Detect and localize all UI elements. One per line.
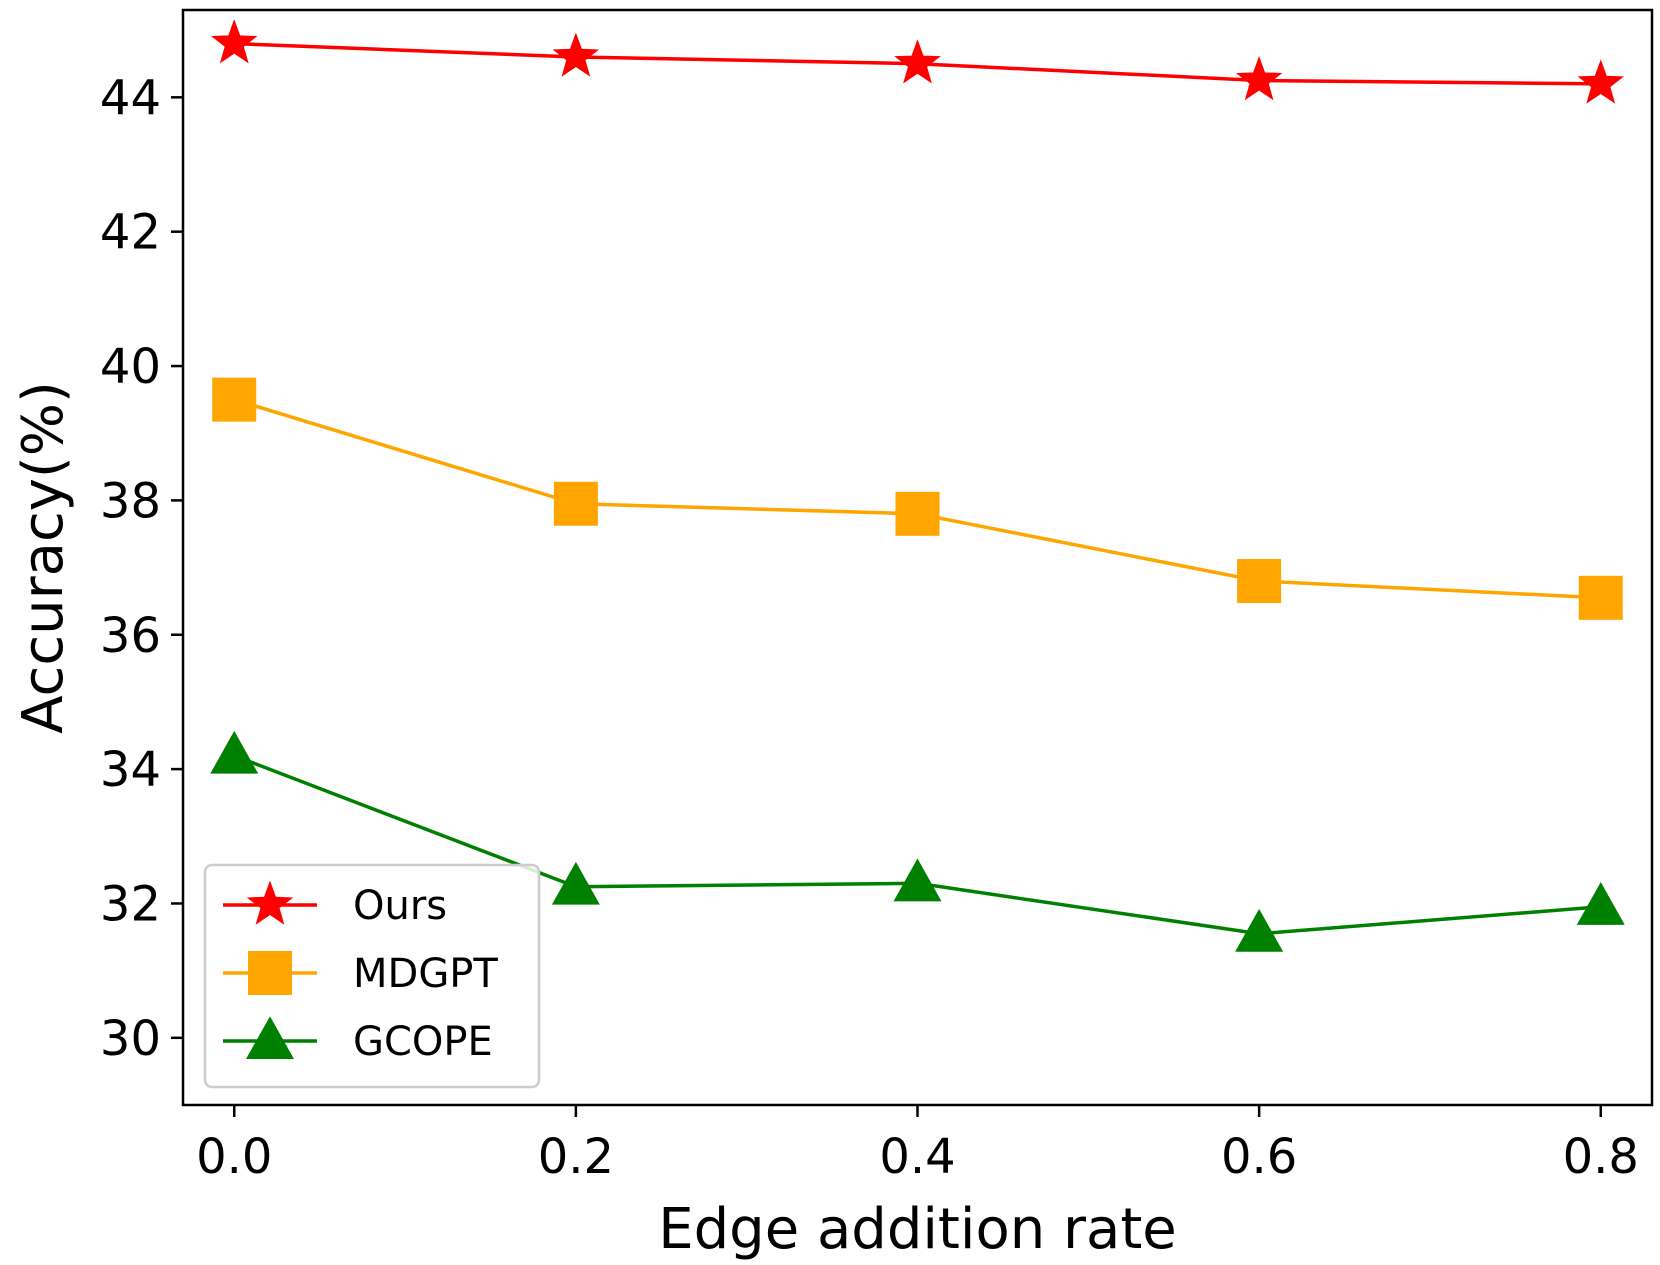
series-markers xyxy=(210,19,1625,952)
data-point-gcope xyxy=(893,858,942,902)
legend-marker xyxy=(248,951,292,995)
data-point-mdgpt xyxy=(895,491,940,536)
legend-box xyxy=(203,863,541,1089)
y-tick-label: 30 xyxy=(100,1011,161,1067)
y-axis-title: Accuracy(%) xyxy=(11,381,76,734)
y-tick-label: 32 xyxy=(100,876,161,932)
y-tick-label: 40 xyxy=(100,339,161,395)
data-point-ours xyxy=(211,19,258,64)
y-tick-label: 34 xyxy=(100,742,161,798)
y-tick-label: 36 xyxy=(100,608,161,664)
x-tick-label: 0.0 xyxy=(196,1129,272,1185)
legend-label: MDGPT xyxy=(353,951,498,997)
legend: Ours MDGPT GCOPE xyxy=(203,863,541,1089)
data-point-gcope xyxy=(210,730,259,774)
y-axis-ticks: 30 32 34 36 38 40 42 44 xyxy=(100,70,183,1067)
x-tick-label: 0.4 xyxy=(879,1129,955,1185)
x-tick-label: 0.2 xyxy=(538,1129,614,1185)
legend-label: Ours xyxy=(353,883,447,929)
x-axis-title: Edge addition rate xyxy=(658,1197,1177,1262)
legend-marker xyxy=(246,880,294,925)
x-tick-label: 0.8 xyxy=(1563,1129,1639,1185)
x-axis-ticks: 0.0 0.2 0.4 0.6 0.8 xyxy=(196,1105,1639,1185)
legend-marker xyxy=(246,1016,294,1059)
legend-label: GCOPE xyxy=(353,1019,493,1065)
x-tick-label: 0.6 xyxy=(1221,1129,1297,1185)
y-tick-label: 42 xyxy=(100,205,161,261)
y-tick-label: 38 xyxy=(100,473,161,529)
data-point-ours xyxy=(1577,59,1624,104)
data-point-ours xyxy=(552,32,600,77)
data-point-mdgpt xyxy=(212,377,257,422)
data-point-ours xyxy=(1235,56,1283,101)
data-point-mdgpt xyxy=(1578,575,1623,620)
data-point-gcope xyxy=(1235,908,1284,952)
series-lines xyxy=(233,41,1601,936)
y-tick-label: 44 xyxy=(100,70,161,126)
data-point-gcope xyxy=(1576,882,1625,925)
data-point-mdgpt xyxy=(1237,559,1282,604)
data-point-ours xyxy=(894,39,941,84)
data-point-mdgpt xyxy=(553,481,598,526)
data-point-gcope xyxy=(551,861,600,905)
